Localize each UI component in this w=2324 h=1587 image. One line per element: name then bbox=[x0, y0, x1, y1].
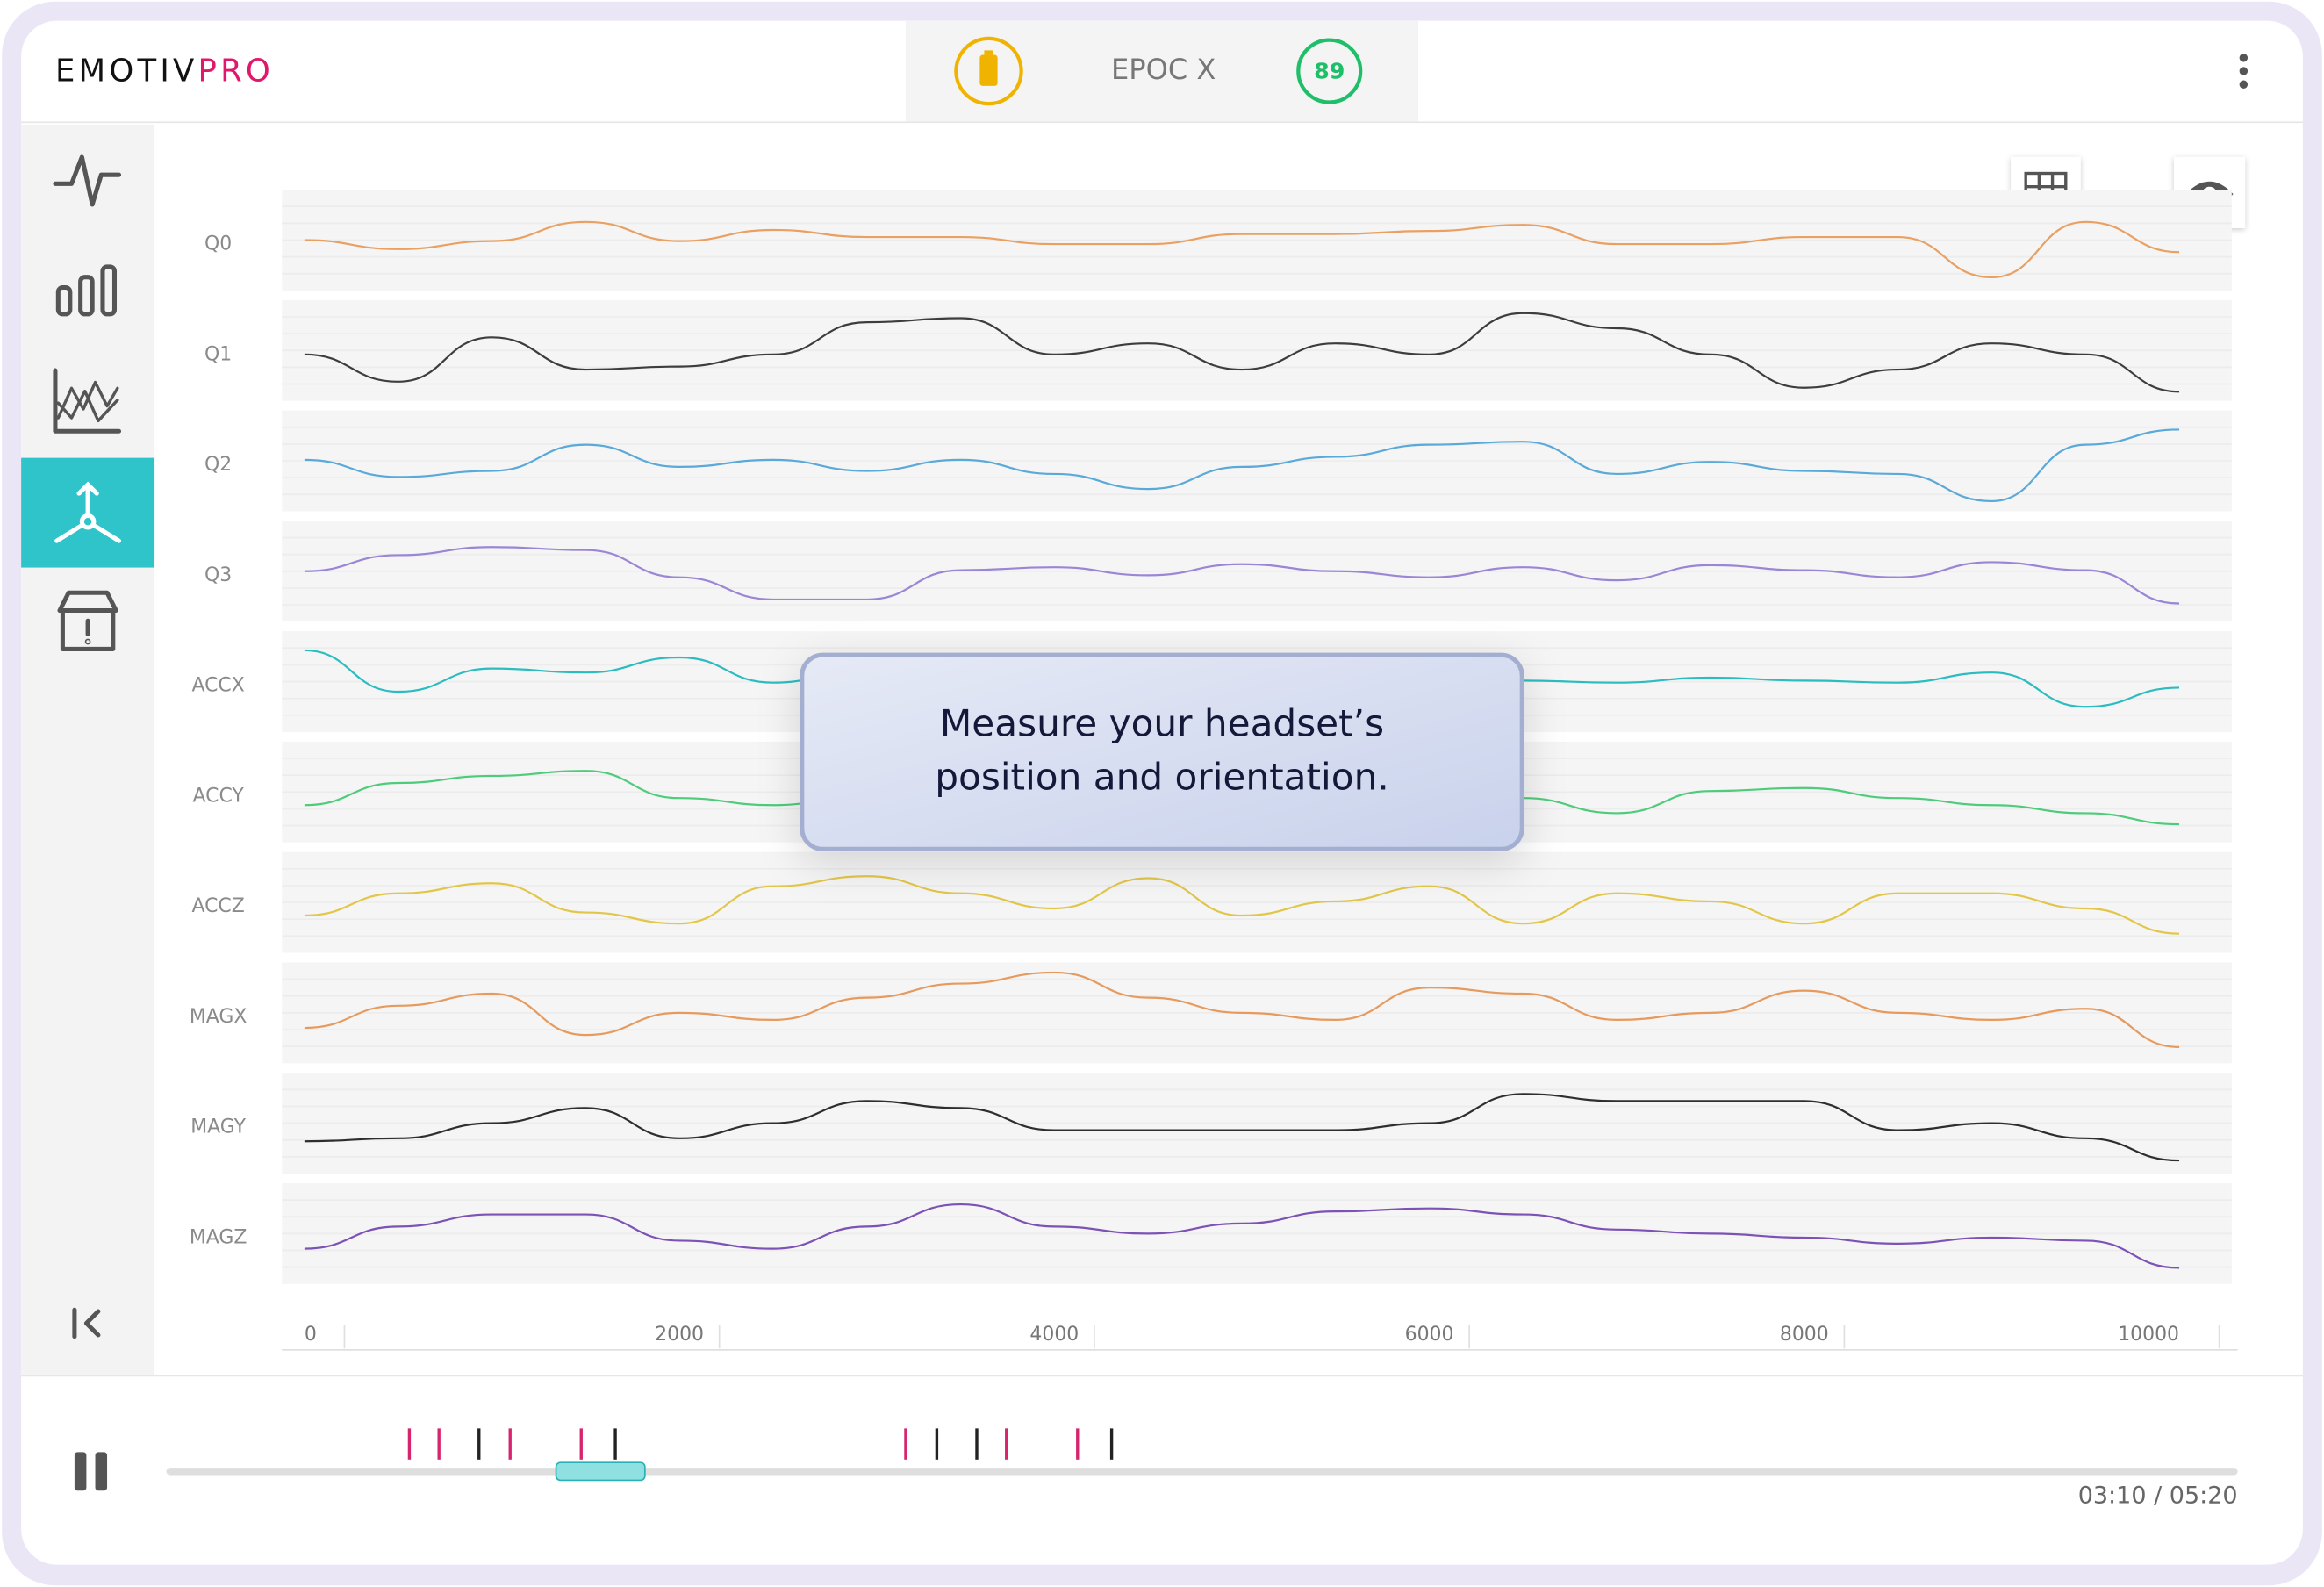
x-tick-label: 4000 bbox=[1029, 1324, 1079, 1346]
channel-label: MAGY bbox=[190, 1117, 246, 1138]
contact-quality: 89 bbox=[1314, 58, 1345, 84]
collapse-button[interactable] bbox=[83, 1309, 101, 1338]
nav-band-power[interactable] bbox=[55, 264, 118, 317]
nav-performance[interactable] bbox=[53, 368, 122, 434]
channel-label: Q3 bbox=[204, 564, 232, 586]
device-name: EPOC X bbox=[1111, 53, 1216, 86]
channel-label: MAGZ bbox=[190, 1226, 247, 1248]
signal-trace bbox=[304, 312, 2180, 393]
sidebar bbox=[21, 124, 155, 1375]
x-tick-label: 6000 bbox=[1405, 1324, 1454, 1346]
signal-trace bbox=[304, 220, 2180, 279]
channel-label: Q0 bbox=[204, 233, 232, 255]
signal-trace bbox=[304, 428, 2180, 503]
channel-label: Q1 bbox=[204, 343, 232, 365]
tooltip-box bbox=[800, 652, 1524, 851]
channel-label: ACCZ bbox=[192, 895, 245, 917]
signal-trace bbox=[304, 1093, 2180, 1162]
signal-trace bbox=[304, 546, 2180, 605]
channel-label: Q2 bbox=[204, 454, 232, 476]
playback-time: 03:10 / 05:20 bbox=[2078, 1483, 2238, 1510]
channel-label: ACCX bbox=[192, 675, 245, 697]
channel-label: ACCY bbox=[193, 785, 245, 807]
battery-icon bbox=[979, 54, 998, 86]
logo-text: EMOTIV bbox=[55, 54, 198, 90]
tooltip-text: position and orientation. bbox=[935, 755, 1388, 798]
x-tick-label: 2000 bbox=[655, 1324, 704, 1346]
motion-icon bbox=[54, 481, 122, 543]
x-tick-label: 0 bbox=[305, 1324, 317, 1346]
tooltip-text: Measure your headset’s bbox=[940, 702, 1384, 745]
nav-archive[interactable] bbox=[57, 590, 118, 651]
pause-button[interactable] bbox=[74, 1452, 108, 1491]
signal-trace bbox=[304, 875, 2180, 935]
score-ring bbox=[1296, 38, 1363, 104]
x-tick-label: 10000 bbox=[2118, 1324, 2179, 1346]
timeline-track[interactable] bbox=[166, 1468, 2238, 1476]
signal-trace bbox=[304, 1203, 2180, 1269]
timeline-thumb[interactable] bbox=[555, 1461, 646, 1482]
channel-label: MAGX bbox=[190, 1006, 247, 1028]
nav-raw-eeg[interactable] bbox=[53, 154, 122, 207]
tooltip bbox=[800, 652, 1524, 851]
battery-cap bbox=[984, 50, 993, 55]
logo: EMOTIVPRO bbox=[55, 54, 274, 90]
menu-button[interactable] bbox=[2239, 54, 2249, 89]
signal-trace bbox=[304, 971, 2180, 1048]
logo-accent: PRO bbox=[197, 54, 274, 90]
battery-ring bbox=[954, 36, 1023, 106]
x-tick-label: 8000 bbox=[1780, 1324, 1829, 1346]
event-markers bbox=[407, 1428, 1114, 1460]
